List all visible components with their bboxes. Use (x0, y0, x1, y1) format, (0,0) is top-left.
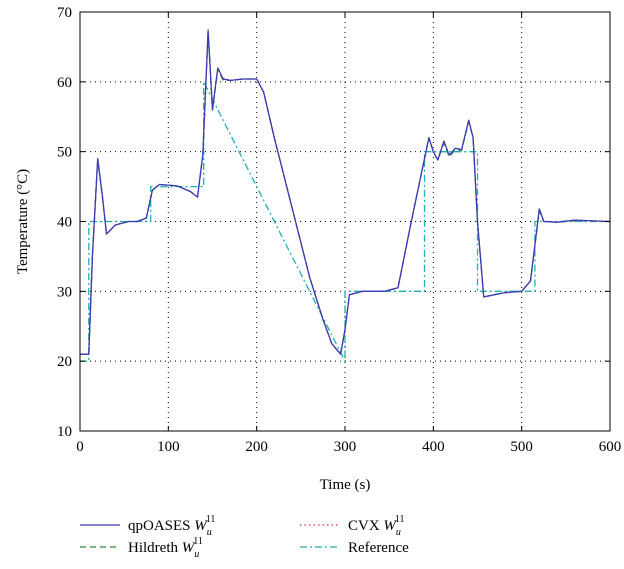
ticks: 0 100 200 300 400 500 600 10 20 30 40 50 60 70 (57, 5, 621, 455)
series-group (80, 28, 611, 362)
x-tick-label: 200 (245, 439, 268, 455)
y-tick-label: 30 (57, 284, 72, 300)
x-tick-label: 0 (76, 439, 84, 455)
legend-label-text: qpOASES (128, 518, 194, 534)
x-tick-label: 300 (334, 439, 357, 455)
legend-item-qpoases: qpOASES Wu 11 (80, 514, 215, 538)
y-tick-label: 40 (57, 215, 72, 231)
y-tick-label: 50 (57, 145, 72, 161)
legend: qpOASES Wu 11 CVX Wu 11 Hildreth Wu 11 Referen… (80, 514, 409, 560)
x-tick-label: 500 (510, 439, 533, 455)
x-tick-label: 100 (157, 439, 180, 455)
y-tick-label: 70 (57, 5, 72, 21)
y-tick-label: 10 (57, 424, 72, 440)
legend-item-reference: Reference (300, 540, 409, 556)
legend-label-text: Hildreth (128, 540, 182, 556)
legend-label-symbol: W (194, 518, 208, 534)
y-axis-label: Temperature (°C) (15, 169, 31, 274)
legend-item-cvx: CVX Wu 11 (300, 514, 405, 538)
legend-label: Reference (348, 540, 409, 556)
legend-label-superscript: 11 (193, 536, 203, 547)
legend-label-subscript: u (207, 527, 212, 538)
legend-label-text: CVX (348, 518, 383, 534)
y-tick-label: 20 (57, 354, 72, 370)
series-line-qpoases (80, 30, 611, 355)
x-tick-label: 400 (422, 439, 445, 455)
legend-label: Hildreth Wu 11 (128, 536, 203, 560)
legend-label-text: Reference (348, 540, 409, 556)
x-tick-label: 600 (599, 439, 622, 455)
legend-label-symbol: W (383, 518, 397, 534)
legend-label-subscript: u (396, 527, 401, 538)
legend-label-superscript: 11 (395, 514, 405, 525)
legend-label-symbol: W (182, 540, 196, 556)
x-axis-label: Time (s) (320, 477, 371, 493)
grid (80, 12, 610, 431)
legend-label: CVX Wu 11 (348, 514, 405, 538)
legend-label: qpOASES Wu 11 (128, 514, 215, 538)
legend-label-subscript: u (194, 549, 199, 560)
y-tick-label: 60 (57, 75, 72, 91)
legend-item-hildreth: Hildreth Wu 11 (80, 536, 203, 560)
legend-label-superscript: 11 (206, 514, 216, 525)
